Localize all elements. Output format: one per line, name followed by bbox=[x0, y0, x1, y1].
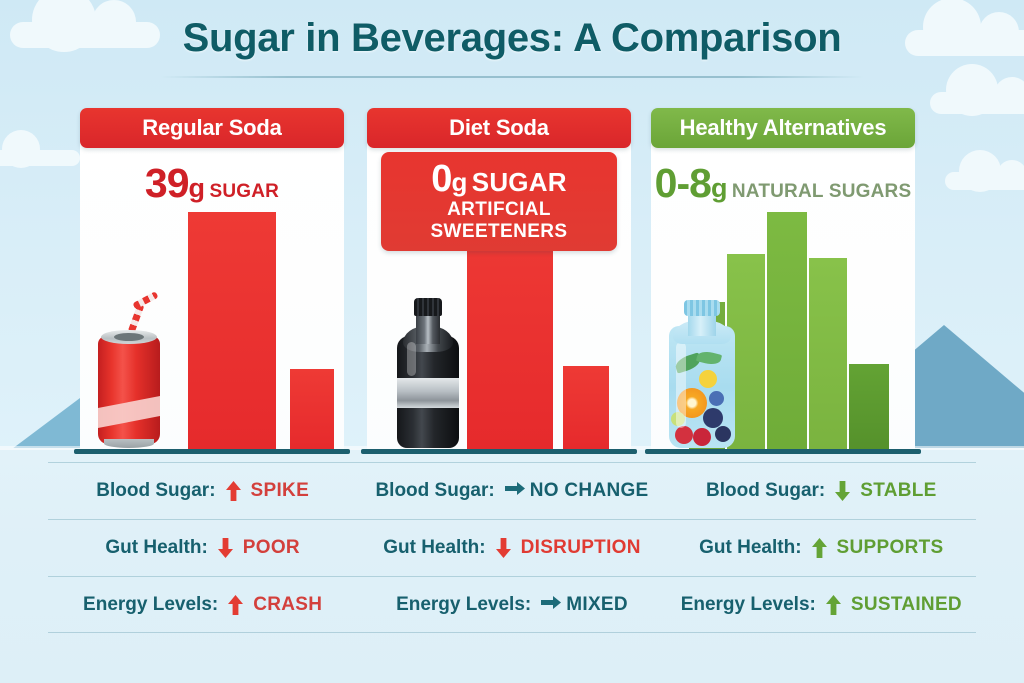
panel-header-healthy-alternatives: Healthy Alternatives bbox=[651, 108, 915, 148]
value-number: 39 bbox=[144, 160, 190, 206]
callout-diet-soda: 0g SUGAR ARTIFCIAL SWEETENERS bbox=[381, 152, 617, 251]
panel-healthy-alternatives: Healthy Alternatives bbox=[645, 108, 921, 454]
bar bbox=[188, 212, 276, 450]
cell-blood-sugar-healthy: Blood Sugar: STABLE bbox=[667, 480, 976, 502]
cell-value: CRASH bbox=[253, 593, 323, 615]
table-row: Blood Sugar: SPIKE Blood Sugar: NO CHANG… bbox=[48, 462, 976, 519]
value-word: NATURAL SUGARS bbox=[731, 181, 912, 202]
cloud-icon bbox=[0, 130, 80, 168]
arrow-right-icon bbox=[540, 594, 562, 616]
arrow-down-icon bbox=[834, 480, 851, 502]
callout-subtext: ARTIFCIAL SWEETENERS bbox=[430, 199, 568, 242]
cell-value: SUPPORTS bbox=[836, 537, 944, 558]
cell-value: SUSTAINED bbox=[850, 593, 962, 615]
cloud-icon bbox=[930, 64, 1024, 116]
callout-unit: g bbox=[451, 167, 468, 197]
table-row: Gut Health: POOR Gut Health: DISRUPTION … bbox=[48, 519, 976, 576]
bottle-cap-icon bbox=[414, 298, 442, 316]
bar-chart-regular-soda bbox=[80, 180, 344, 450]
comparison-table: Blood Sugar: SPIKE Blood Sugar: NO CHANG… bbox=[48, 462, 976, 633]
arrow-up-icon bbox=[227, 594, 244, 616]
value-unit: g bbox=[710, 173, 728, 203]
panel-header-diet-soda: Diet Soda bbox=[367, 108, 631, 148]
bar bbox=[290, 369, 334, 450]
arrow-down-icon bbox=[495, 537, 512, 559]
panel-regular-soda: Regular Soda 39g SUGAR bbox=[74, 108, 350, 454]
row-label: Gut Health: bbox=[105, 537, 208, 558]
cell-value: POOR bbox=[242, 537, 300, 558]
callout-word: SUGAR bbox=[471, 167, 567, 197]
table-row: Energy Levels: CRASH Energy Levels: MIXE… bbox=[48, 576, 976, 633]
value-number: 0-8 bbox=[654, 160, 712, 206]
panel-header-regular-soda: Regular Soda bbox=[80, 108, 344, 148]
cell-gut-health-diet: Gut Health: DISRUPTION bbox=[357, 537, 666, 559]
row-label: Energy Levels: bbox=[83, 593, 219, 615]
cloud-icon bbox=[945, 150, 1024, 192]
page-title: Sugar in Beverages: A Comparison bbox=[182, 16, 842, 60]
cell-energy-levels-regular: Energy Levels: CRASH bbox=[48, 594, 357, 616]
cell-blood-sugar-regular: Blood Sugar: SPIKE bbox=[48, 480, 357, 502]
cell-value: DISRUPTION bbox=[520, 537, 641, 558]
cell-value: MIXED bbox=[566, 593, 628, 615]
row-label: Gut Health: bbox=[383, 537, 486, 558]
callout-number: 0 bbox=[431, 158, 452, 200]
title-divider bbox=[160, 76, 864, 78]
panel-baseline bbox=[74, 449, 350, 454]
bottle-label bbox=[397, 378, 459, 408]
panel-baseline bbox=[645, 449, 921, 454]
arrow-up-icon bbox=[225, 480, 242, 502]
bar bbox=[767, 212, 807, 450]
arrow-right-icon bbox=[504, 480, 525, 502]
arrow-up-icon bbox=[811, 537, 828, 559]
cell-value: NO CHANGE bbox=[529, 480, 649, 501]
cell-value: STABLE bbox=[860, 480, 937, 501]
cell-value: SPIKE bbox=[250, 480, 310, 501]
row-label: Energy Levels: bbox=[680, 593, 816, 615]
row-label: Blood Sugar: bbox=[375, 480, 495, 501]
cell-gut-health-regular: Gut Health: POOR bbox=[48, 537, 357, 559]
bar bbox=[849, 364, 889, 450]
cell-blood-sugar-diet: Blood Sugar: NO CHANGE bbox=[357, 480, 666, 502]
arrow-up-icon bbox=[825, 594, 842, 616]
panel-baseline bbox=[361, 449, 637, 454]
bar-chart-diet-soda bbox=[367, 180, 631, 450]
value-regular-soda: 39g SUGAR bbox=[80, 160, 344, 207]
bar bbox=[467, 218, 553, 450]
panel-diet-soda: Diet Soda 0g SUGAR ARTIFCIAL SWEETENERS bbox=[361, 108, 637, 454]
bottle-cap-icon bbox=[684, 300, 720, 316]
bar bbox=[563, 366, 609, 450]
arrow-down-icon bbox=[217, 537, 234, 559]
cloud-icon bbox=[905, 0, 1024, 56]
row-label: Gut Health: bbox=[699, 537, 802, 558]
cell-energy-levels-healthy: Energy Levels: SUSTAINED bbox=[667, 594, 976, 616]
row-label: Blood Sugar: bbox=[705, 480, 826, 501]
cell-gut-health-healthy: Gut Health: SUPPORTS bbox=[667, 537, 976, 559]
value-word: SUGAR bbox=[209, 181, 280, 202]
value-healthy-alternatives: 0-8g NATURAL SUGARS bbox=[651, 160, 915, 207]
row-label: Blood Sugar: bbox=[96, 480, 216, 501]
row-label: Energy Levels: bbox=[396, 593, 532, 615]
cloud-icon bbox=[10, 0, 160, 52]
bar bbox=[809, 258, 847, 450]
value-unit: g bbox=[188, 173, 206, 203]
cell-energy-levels-diet: Energy Levels: MIXED bbox=[357, 594, 666, 616]
